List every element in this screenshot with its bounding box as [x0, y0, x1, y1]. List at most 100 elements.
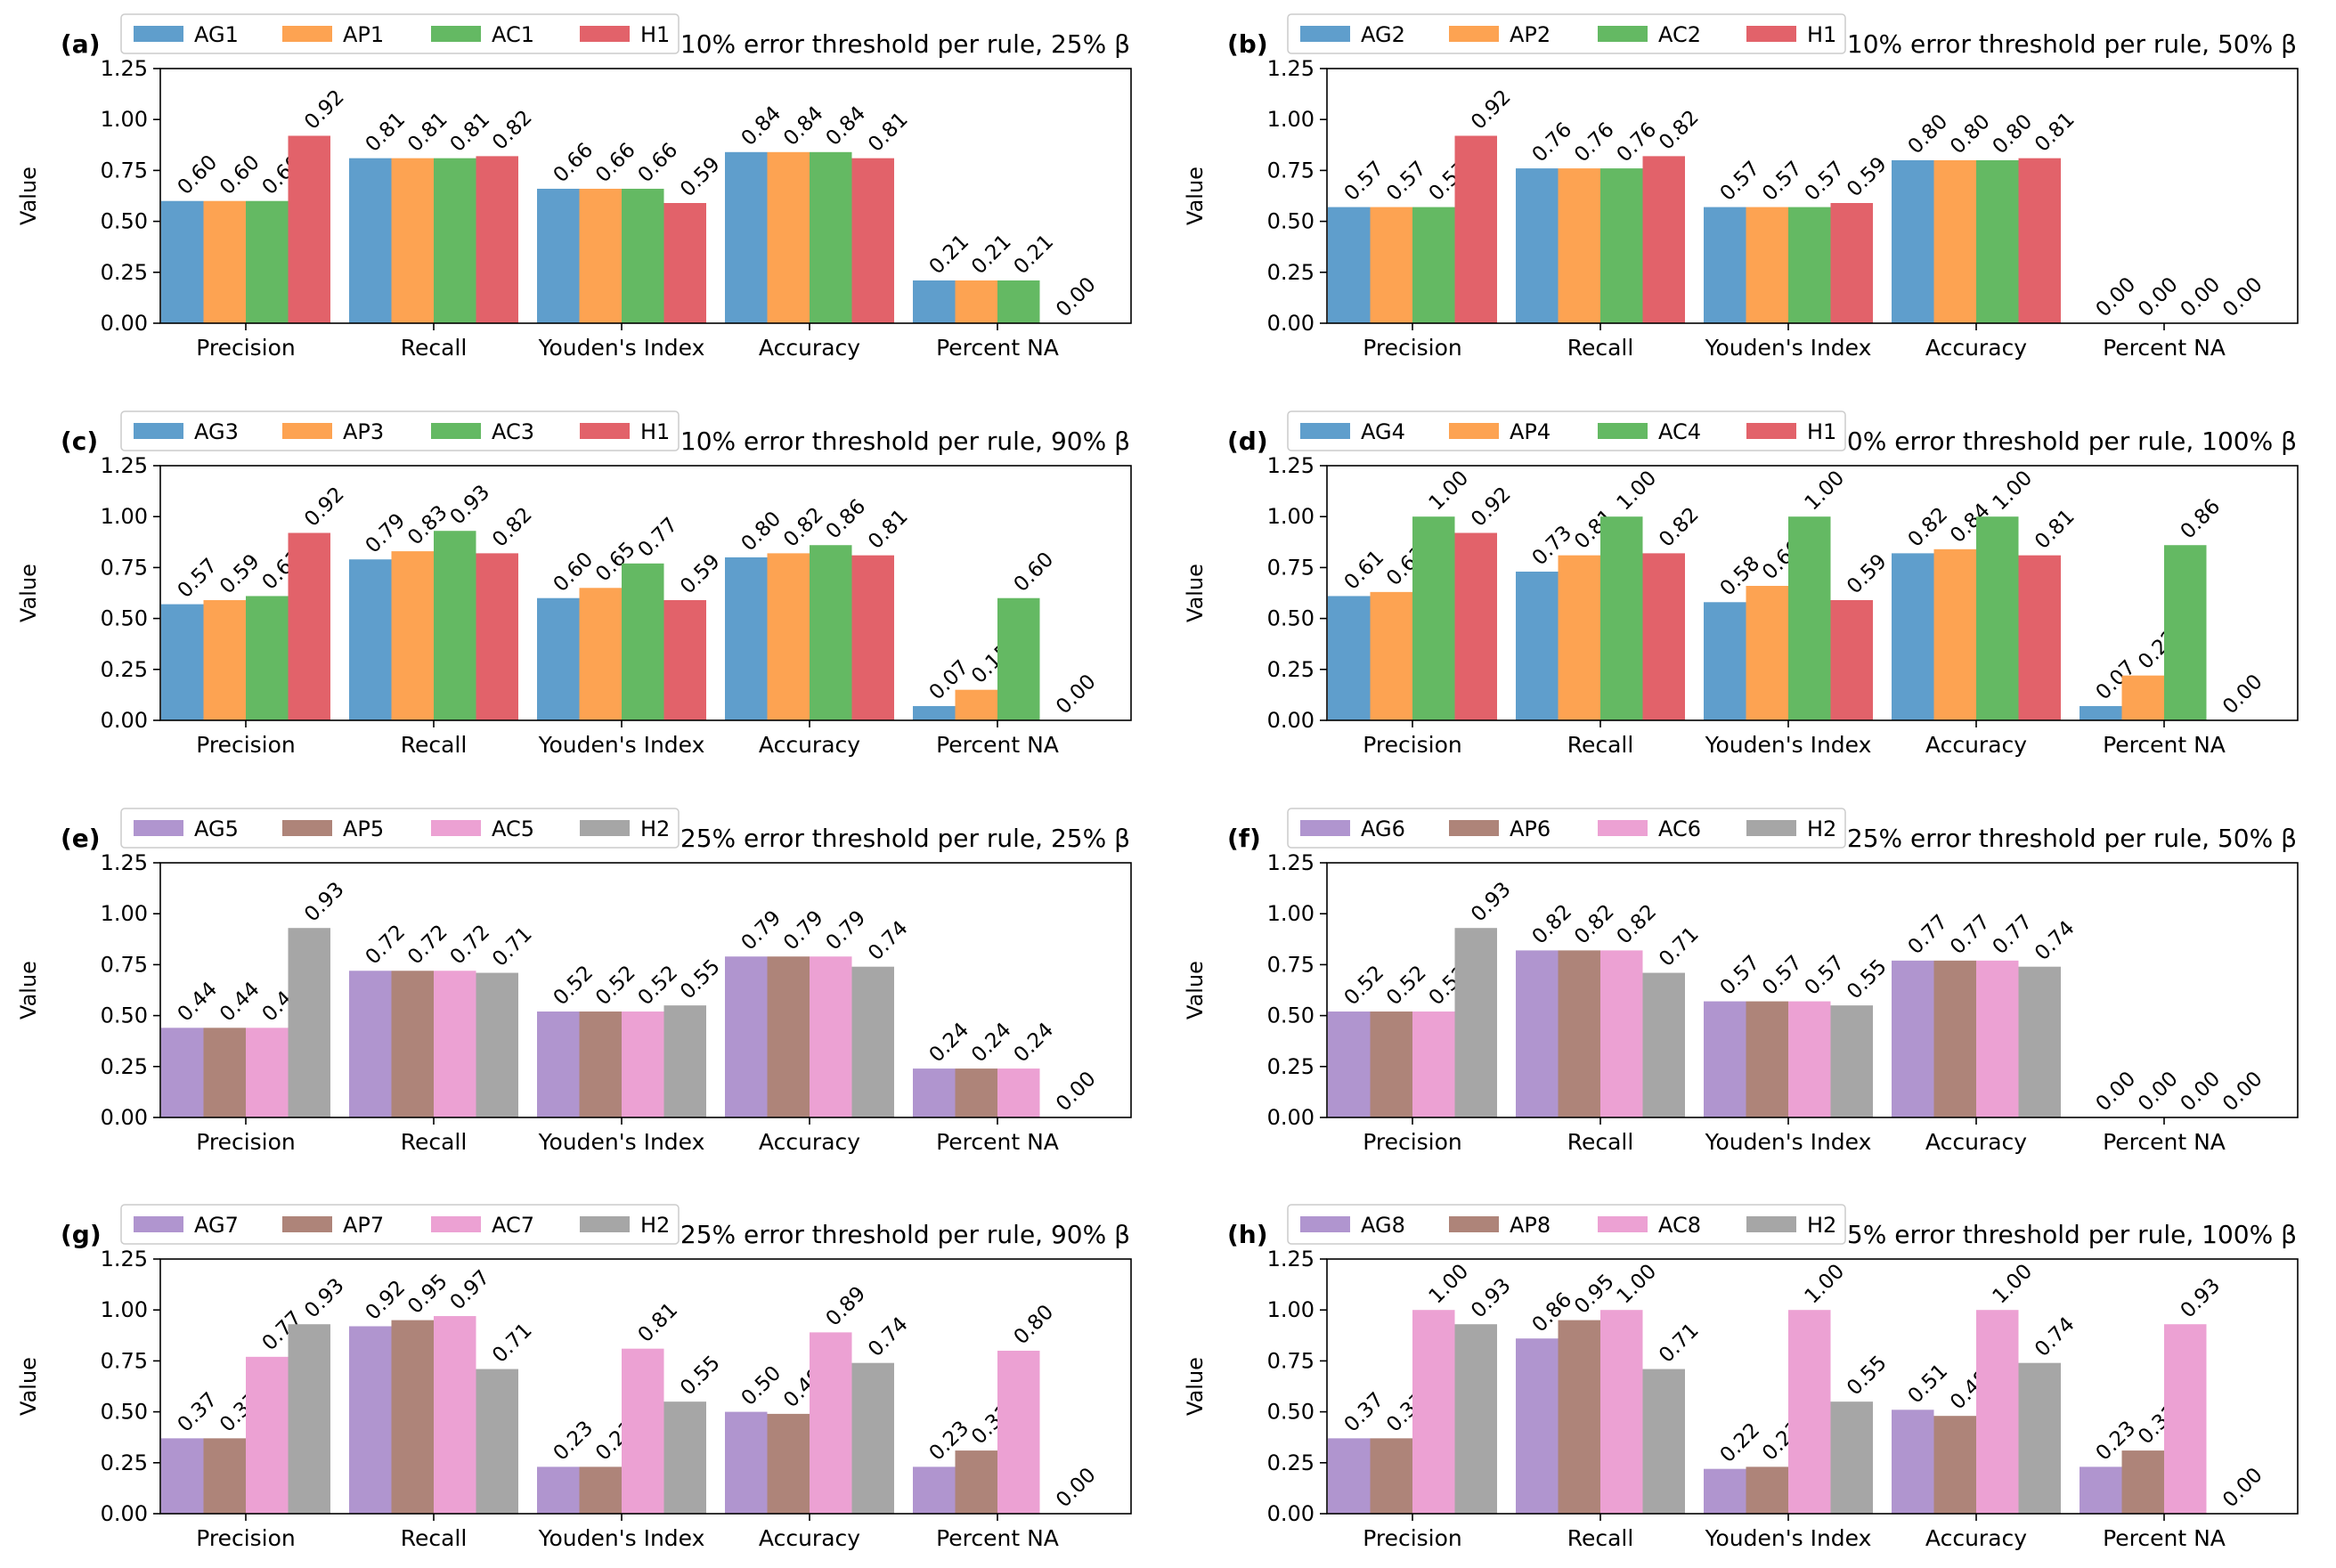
x-tick-label: Youden's Index — [1705, 1129, 1872, 1155]
panel-label: (a) — [61, 29, 101, 59]
bar-AC7-3 — [810, 1332, 852, 1514]
bar-H1-3 — [851, 158, 894, 323]
y-tick-label: 1.00 — [101, 1297, 148, 1322]
y-tick-label: 0.00 — [1267, 311, 1315, 336]
legend-frame — [1287, 1204, 1846, 1245]
bar-AG2-0 — [1328, 207, 1371, 323]
x-tick-label: Precision — [1363, 1129, 1462, 1155]
bar-value-label: 0.66 — [634, 139, 683, 188]
x-tick-label: Youden's Index — [1705, 732, 1872, 758]
bar-AP3-1 — [391, 551, 434, 720]
legend-label: AC2 — [1658, 22, 1701, 47]
bar-value-label: 0.57 — [1758, 157, 1807, 206]
legend-swatch — [431, 26, 481, 42]
legend-swatch — [1449, 1216, 1499, 1232]
x-tick-label: Recall — [401, 1129, 468, 1155]
bar-AG7-2 — [537, 1466, 580, 1514]
bar-AG4-2 — [1704, 602, 1746, 720]
legend-label: AC3 — [492, 419, 534, 444]
bar-value-label: 0.86 — [2177, 495, 2226, 544]
bar-H2-0 — [1454, 928, 1497, 1117]
bar-value-label: 0.57 — [1801, 951, 1850, 1000]
x-tick-label: Recall — [1567, 1525, 1634, 1551]
bar-AG3-3 — [725, 557, 768, 720]
panel-label: (h) — [1227, 1220, 1268, 1249]
bar-value-label: 1.00 — [1801, 1260, 1850, 1309]
y-tick-label: 0.25 — [101, 657, 148, 682]
bar-AC3-3 — [810, 545, 852, 720]
legend-swatch — [282, 423, 332, 439]
axes-frame — [159, 465, 1132, 721]
legend-frame — [1287, 410, 1846, 451]
legend-swatch — [1449, 423, 1499, 439]
bar-AP8-4 — [2121, 1450, 2164, 1514]
legend-label: AC7 — [492, 1213, 534, 1238]
y-axis-label: Value — [1183, 1357, 1208, 1416]
bar-value-label: 0.77 — [1904, 910, 1953, 959]
bar-H1-3 — [851, 555, 894, 720]
legend-swatch — [1598, 26, 1648, 42]
bar-value-label: 0.93 — [2177, 1274, 2226, 1323]
bar-value-label: 0.59 — [676, 550, 725, 599]
legend-label: AP4 — [1510, 419, 1551, 444]
bar-value-label: 0.84 — [737, 102, 786, 150]
bar-value-label: 0.57 — [1758, 951, 1807, 1000]
x-tick-label: Precision — [1363, 732, 1462, 758]
legend-label: AG7 — [194, 1213, 239, 1238]
bar-value-label: 0.82 — [1904, 503, 1953, 552]
bar-AG3-4 — [913, 705, 956, 720]
bar-value-label: 0.72 — [446, 921, 495, 970]
y-tick-label: 0.25 — [101, 1450, 148, 1475]
bar-AG5-0 — [161, 1028, 204, 1117]
bar-value-label: 0.72 — [403, 921, 452, 970]
bar-value-label: 0.80 — [1904, 110, 1953, 159]
bar-AG3-1 — [349, 559, 392, 720]
y-tick-label: 0.50 — [101, 1003, 148, 1028]
bar-value-label: 0.81 — [403, 108, 452, 157]
legend-label: H2 — [640, 816, 670, 841]
bar-value-label: 0.72 — [362, 921, 411, 970]
chart-panel-b: (b) 10% error threshold per rule, 50% βAG… — [1183, 13, 2299, 361]
x-tick-label: Recall — [401, 732, 468, 758]
x-tick-label: Accuracy — [759, 335, 860, 361]
bar-value-label: 0.59 — [1843, 550, 1892, 599]
bar-value-label: 0.60 — [174, 150, 223, 199]
bar-H2-2 — [1830, 1005, 1873, 1117]
bar-AP3-4 — [955, 689, 997, 720]
bar-value-label: 0.80 — [1010, 1301, 1059, 1350]
y-tick-label: 0.25 — [101, 1054, 148, 1079]
y-axis-label: Value — [1183, 564, 1208, 622]
x-tick-label: Accuracy — [1925, 1525, 2027, 1551]
bar-AC5-0 — [246, 1028, 289, 1117]
bar-value-label: 0.79 — [737, 906, 786, 955]
bar-H2-0 — [288, 928, 330, 1117]
bar-AP4-2 — [1746, 585, 1788, 720]
bar-AC6-3 — [1976, 960, 2019, 1117]
y-tick-label: 0.25 — [1267, 1054, 1315, 1079]
legend-frame — [120, 808, 680, 849]
bar-value-label: 1.00 — [1425, 467, 1474, 516]
legend-label: AP5 — [343, 816, 384, 841]
bar-AG8-2 — [1704, 1468, 1746, 1514]
bar-AC7-0 — [246, 1356, 289, 1514]
bar-value-label: 1.00 — [1989, 467, 2038, 516]
y-axis-label: Value — [1183, 961, 1208, 1020]
bar-value-label: 0.00 — [1052, 273, 1101, 322]
bar-value-label: 0.82 — [1655, 106, 1704, 155]
bar-AC8-1 — [1600, 1310, 1643, 1514]
chart-panel-f: (f) 25% error threshold per rule, 50% βAG… — [1183, 808, 2299, 1155]
bar-value-label: 0.79 — [779, 906, 828, 955]
bar-value-label: 0.82 — [1528, 900, 1577, 949]
legend-swatch — [580, 423, 630, 439]
bar-value-label: 0.92 — [300, 483, 349, 532]
legend-label: AG5 — [194, 816, 239, 841]
y-tick-label: 0.00 — [101, 708, 148, 733]
bar-value-label: 0.22 — [1716, 1418, 1765, 1467]
bar-value-label: 1.00 — [1801, 467, 1850, 516]
x-tick-label: Youden's Index — [538, 1525, 705, 1551]
bar-AG7-0 — [161, 1438, 204, 1514]
legend-swatch — [1746, 26, 1796, 42]
y-tick-label: 0.00 — [101, 1105, 148, 1130]
bar-value-label: 0.59 — [1843, 153, 1892, 202]
y-axis-label: Value — [16, 564, 41, 622]
